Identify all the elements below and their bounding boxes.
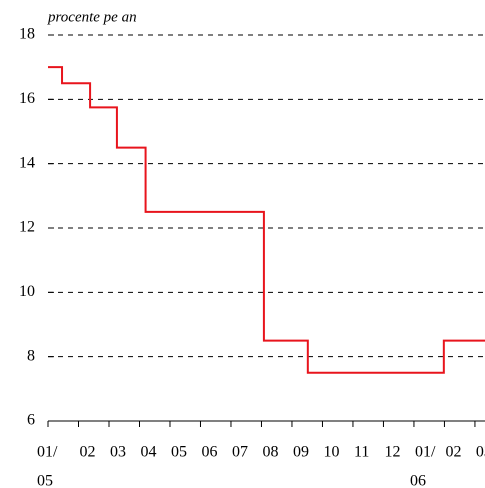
x-tick-label: 01/ (37, 444, 58, 461)
year-label: 06 (410, 473, 426, 488)
x-tick-label: 08 (262, 444, 278, 461)
x-tick-label: 07 (232, 444, 248, 461)
x-tick-label: 02 (445, 444, 461, 461)
x-tick-label: 12 (384, 444, 400, 461)
y-tick-label: 12 (19, 219, 35, 236)
y-axis-label: procente pe an (47, 9, 137, 25)
x-tick-label: 06 (201, 444, 217, 461)
y-tick-label: 10 (19, 283, 35, 300)
y-tick-label: 18 (19, 26, 35, 43)
x-tick-label: 03 (110, 444, 126, 461)
x-tick-label: 04 (140, 444, 156, 461)
x-tick-label: 01/ (415, 444, 436, 461)
y-tick-label: 16 (19, 90, 35, 107)
x-tick-label: 02 (79, 444, 95, 461)
y-tick-label: 8 (27, 347, 35, 364)
x-tick-label: 09 (293, 444, 309, 461)
x-tick-label: 05 (171, 444, 187, 461)
x-tick-label: 03 (476, 444, 485, 461)
y-tick-label: 6 (27, 412, 35, 429)
y-tick-label: 14 (19, 154, 35, 171)
x-tick-label: 10 (323, 444, 339, 461)
year-label: 05 (37, 473, 53, 488)
x-tick-label: 11 (354, 444, 369, 461)
step-line (48, 66, 485, 374)
